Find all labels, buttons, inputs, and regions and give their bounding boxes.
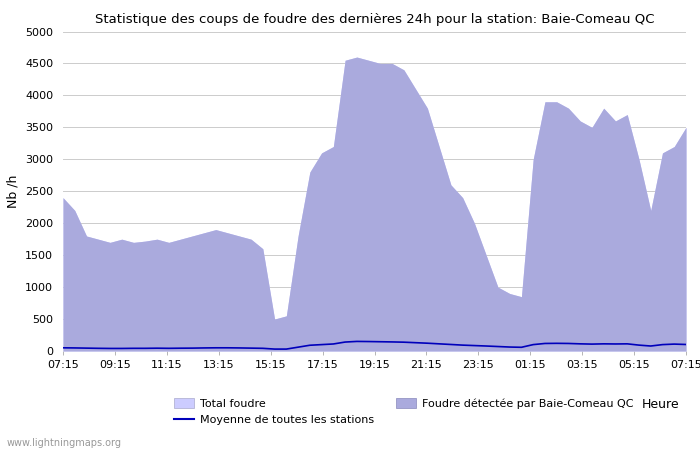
- Title: Statistique des coups de foudre des dernières 24h pour la station: Baie-Comeau Q: Statistique des coups de foudre des dern…: [94, 13, 654, 26]
- Y-axis label: Nb /h: Nb /h: [6, 175, 20, 208]
- Text: www.lightningmaps.org: www.lightningmaps.org: [7, 438, 122, 448]
- Legend: Total foudre, Moyenne de toutes les stations, Foudre détectée par Baie-Comeau QC: Total foudre, Moyenne de toutes les stat…: [174, 398, 634, 425]
- Text: Heure: Heure: [641, 398, 679, 411]
